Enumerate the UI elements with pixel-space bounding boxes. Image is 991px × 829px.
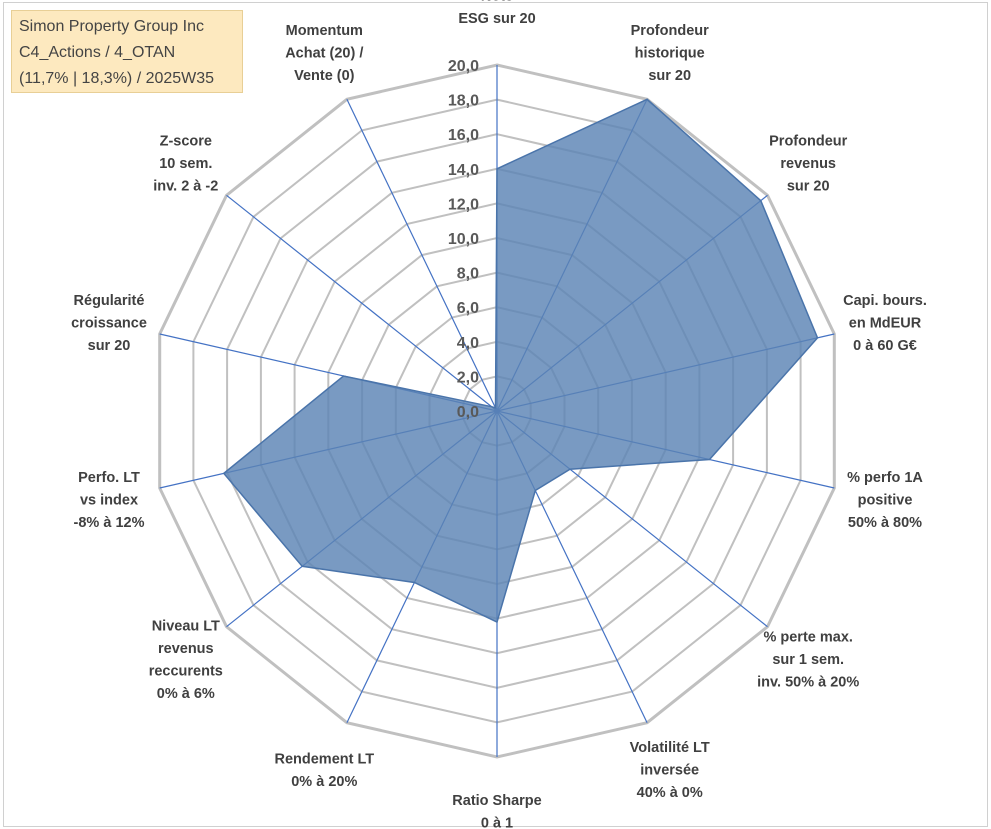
axis-label: Profondeur revenus sur 20 bbox=[769, 133, 847, 194]
axis-label-line: Ratio Sharpe bbox=[452, 793, 541, 809]
axis-label-line: Volatilité LT bbox=[630, 740, 710, 756]
title-company: Simon Property Group Inc bbox=[19, 18, 204, 35]
axis-label-line: vs index bbox=[80, 493, 138, 509]
axis-label-line: 0% à 20% bbox=[291, 774, 357, 790]
axis-label-line: sur 1 sem. bbox=[772, 652, 844, 668]
axis-label-line: Momentum bbox=[286, 23, 363, 39]
tick-label: 20,0 bbox=[448, 58, 479, 75]
axis-label-line: positive bbox=[858, 493, 913, 509]
axis-label: % perte max. sur 1 sem. inv. 50% à 20% bbox=[757, 630, 859, 691]
radar-series bbox=[222, 98, 819, 624]
axis-label-line: reccurents bbox=[149, 663, 223, 679]
axis-label-line: -8% à 12% bbox=[74, 515, 145, 531]
tick-label: 2,0 bbox=[457, 369, 479, 386]
axis-label: Perfo. LT vs index -8% à 12% bbox=[74, 470, 145, 531]
axis-label: Capi. bours. en MdEUR 0 à 60 G€ bbox=[843, 293, 927, 354]
axis-label-line: Capi. bours. bbox=[843, 293, 927, 309]
axis-label: Régularité croissance sur 20 bbox=[71, 293, 147, 354]
axis-label: % perfo 1A positive 50% à 80% bbox=[847, 470, 923, 531]
tick-label: 14,0 bbox=[448, 162, 479, 179]
axis-label-line: Perfo. LT bbox=[78, 470, 140, 486]
axis-label-line: Achat (20) / bbox=[285, 45, 363, 61]
tick-label: 16,0 bbox=[448, 127, 479, 144]
axis-label: Niveau LT revenus reccurents 0% à 6% bbox=[149, 618, 223, 702]
tick-label: 4,0 bbox=[457, 335, 479, 352]
axis-label-line: 0% à 6% bbox=[157, 686, 215, 702]
radial-tick-labels: 0,0 2,0 4,0 6,0 8,0 10,0 12,0 14,0 16,0 18,0 20,0 bbox=[448, 58, 479, 421]
title-period: (11,7% | 18,3%) / 2025W35 bbox=[19, 70, 215, 87]
axis-label-line: Vente (0) bbox=[294, 68, 355, 84]
axis-label-line: 0 à 60 G€ bbox=[853, 338, 917, 354]
tick-label: 12,0 bbox=[448, 196, 479, 213]
axis-label-line: historique bbox=[635, 45, 705, 61]
title-category: C4_Actions / 4_OTAN bbox=[19, 44, 176, 61]
axis-label-line: 50% à 80% bbox=[848, 515, 922, 531]
axis-label-line: Profondeur bbox=[631, 23, 709, 39]
axis-label-line: croissance bbox=[71, 315, 147, 331]
axis-label: Ratio Sharpe 0 à 1 bbox=[452, 793, 541, 829]
axis-label-line: ESG sur 20 bbox=[458, 11, 535, 27]
axis-label-line: inv. 2 à -2 bbox=[153, 178, 218, 194]
axis-label-line: 10 sem. bbox=[159, 156, 212, 172]
axis-label-line: % perfo 1A bbox=[847, 470, 923, 486]
tick-label: 6,0 bbox=[457, 300, 479, 317]
tick-label: 10,0 bbox=[448, 231, 479, 248]
tick-label: 18,0 bbox=[448, 93, 479, 110]
axis-label-line: sur 20 bbox=[88, 338, 131, 354]
axis-label: Rendement LT 0% à 20% bbox=[274, 751, 374, 790]
spoke-line bbox=[226, 194, 498, 412]
axis-label-line: 0 à 1 bbox=[481, 816, 513, 829]
axis-label-line: Z-score bbox=[160, 133, 212, 149]
axis-label: Note ESG sur 20 bbox=[458, 0, 535, 27]
axis-label: Profondeur historique sur 20 bbox=[631, 23, 709, 84]
axis-label-line: % perte max. bbox=[763, 630, 852, 646]
axis-label-line: Régularité bbox=[74, 293, 145, 309]
axis-labels: Note ESG sur 20 Profondeur historique sur 20… bbox=[71, 0, 927, 829]
axis-label-line: sur 20 bbox=[648, 68, 691, 84]
tick-label: 0,0 bbox=[457, 404, 479, 421]
spoke-line bbox=[346, 99, 498, 412]
axis-label-line: revenus bbox=[158, 641, 214, 657]
axis-label-line: inversée bbox=[640, 763, 699, 779]
axis-label-line: Note bbox=[481, 0, 513, 5]
axis-label: Z-score 10 sem. inv. 2 à -2 bbox=[153, 133, 218, 194]
axis-label-line: Niveau LT bbox=[152, 618, 220, 634]
axis-label: Volatilité LT inversée 40% à 0% bbox=[630, 740, 710, 801]
axis-label-line: Rendement LT bbox=[274, 751, 374, 767]
axis-label-line: revenus bbox=[780, 156, 836, 172]
axis-label-line: en MdEUR bbox=[849, 315, 922, 331]
axis-label-line: 40% à 0% bbox=[637, 785, 703, 801]
chart-title-box: Simon Property Group Inc C4_Actions / 4_… bbox=[11, 10, 243, 93]
axis-label-line: sur 20 bbox=[787, 178, 830, 194]
axis-label-line: inv. 50% à 20% bbox=[757, 675, 859, 691]
axis-label-line: Profondeur bbox=[769, 133, 847, 149]
axis-label: Momentum Achat (20) / Vente (0) bbox=[285, 23, 363, 84]
tick-label: 8,0 bbox=[457, 266, 479, 283]
